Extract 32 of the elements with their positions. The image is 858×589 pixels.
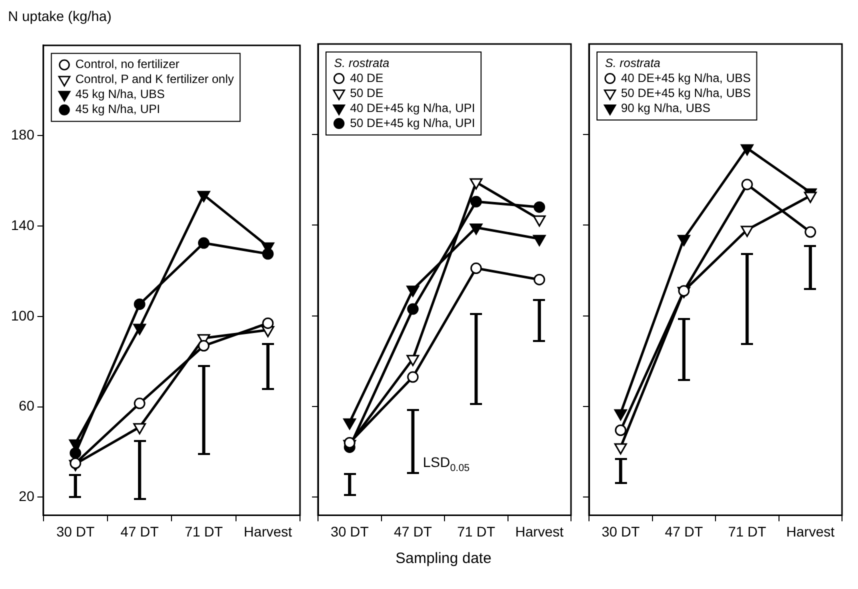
x-tick-label: Harvest <box>786 523 835 540</box>
legend-label: 50 DE+45 kg N/ha, UBS <box>621 86 751 100</box>
y-tick-label: 180 <box>11 126 35 143</box>
y-tick-label: 20 <box>18 488 35 504</box>
legend-label: 40 DE+45 kg N/ha, UBS <box>621 70 751 85</box>
legend-label: 50 DE+45 kg N/ha, UPI <box>350 116 476 130</box>
x-tick-label: 30 DT <box>56 523 95 540</box>
y-tick-label: 140 <box>11 216 35 233</box>
legend-label: 45 kg N/ha, UPI <box>75 102 160 116</box>
y-tick-label: 100 <box>11 307 35 324</box>
legend-label: 45 kg N/ha, UBS <box>75 87 165 102</box>
x-tick-label: Harvest <box>244 523 292 540</box>
x-tick-label: Harvest <box>515 523 564 540</box>
x-axis-title: Sampling date <box>394 549 492 569</box>
legend-label: 50 DE <box>350 86 384 100</box>
legend-title: S. rostrata <box>605 56 661 70</box>
legend-title: S. rostrata <box>334 56 390 70</box>
legend-label: Control, P and K fertilizer only <box>75 72 234 86</box>
y-tick-label: 60 <box>18 398 35 414</box>
x-tick-label: 47 DT <box>664 523 704 540</box>
legend-label: Control, no fertilizer <box>75 57 180 72</box>
x-tick-label: 47 DT <box>394 523 432 540</box>
x-tick-label: 30 DT <box>330 523 370 540</box>
legend-label: 40 DE <box>350 70 384 85</box>
y-axis-title: N uptake (kg/ha) <box>8 8 112 26</box>
legend-label: 40 DE+45 kg N/ha, UPI <box>350 100 476 115</box>
x-tick-label: 71 DT <box>728 523 767 540</box>
legend-label: 90 kg N/ha, UBS <box>621 100 710 115</box>
x-tick-label: 71 DT <box>457 523 496 540</box>
x-tick-label: 47 DT <box>120 523 160 540</box>
x-tick-label: 71 DT <box>184 523 224 540</box>
x-tick-label: 30 DT <box>602 523 640 540</box>
